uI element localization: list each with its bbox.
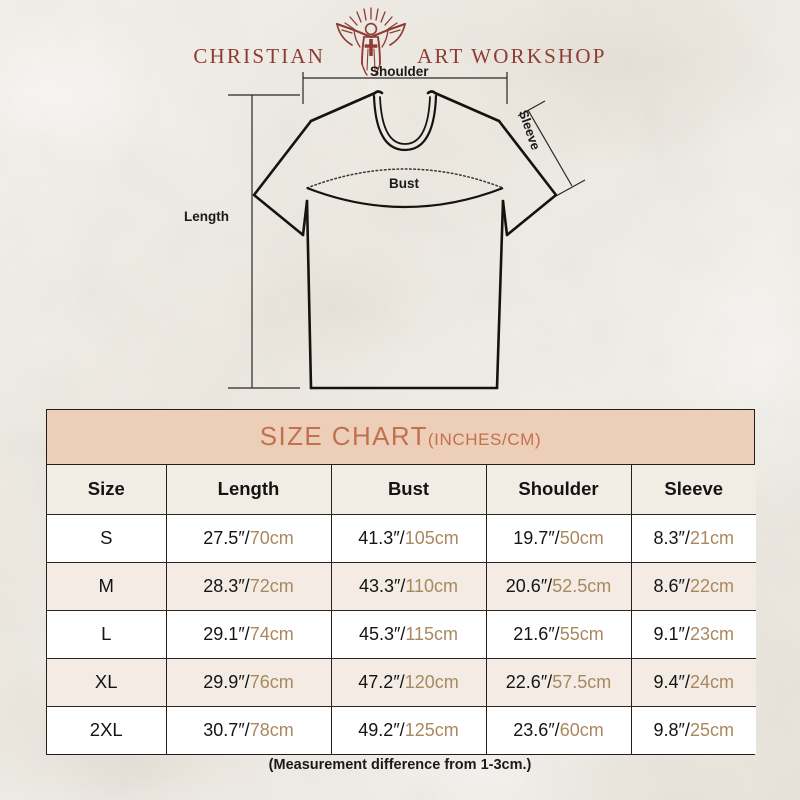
- cell-length: 27.5″/70cm: [166, 514, 332, 563]
- cell-shoulder: 22.6″/57.5cm: [486, 658, 632, 707]
- measurement-note: (Measurement difference from 1-3cm.): [268, 757, 532, 773]
- bust-measure-ellipse: [306, 168, 504, 209]
- value-cm: 76cm: [249, 671, 294, 692]
- column-header-length: Length: [166, 465, 332, 515]
- value-cm: 21cm: [689, 527, 734, 548]
- cell-sleeve: 9.8″/25cm: [631, 706, 756, 754]
- sleeve-dimension-line: [517, 100, 586, 197]
- brand-word-right: ART WORKSHOP: [417, 43, 607, 68]
- value-cm: 23cm: [689, 623, 734, 644]
- value-cm: 55cm: [559, 623, 604, 644]
- value-cm: 70cm: [249, 527, 294, 548]
- table-row: L 29.1″/74cm 45.3″/115cm 21.6″/55cm 9.1″…: [47, 610, 756, 659]
- value-inches: 8.6″/: [653, 575, 690, 596]
- cell-bust: 41.3″/105cm: [331, 514, 487, 563]
- label-length: Length: [184, 209, 229, 224]
- cell-length: 29.9″/76cm: [166, 658, 332, 707]
- value-inches: 49.2″/: [358, 719, 405, 740]
- table-row: S 27.5″/70cm 41.3″/105cm 19.7″/50cm 8.3″…: [47, 514, 756, 563]
- cell-length: 30.7″/78cm: [166, 706, 332, 754]
- value-cm: 74cm: [249, 623, 294, 644]
- value-inches: 28.3″/: [203, 575, 250, 596]
- value-cm: 24cm: [689, 671, 734, 692]
- cell-bust: 47.2″/120cm: [331, 658, 487, 707]
- column-header-shoulder: Shoulder: [486, 465, 632, 515]
- value-inches: 8.3″/: [653, 527, 690, 548]
- value-inches: 21.6″/: [513, 623, 560, 644]
- shoulder-dimension-line: [302, 72, 508, 104]
- table-row: 2XL 30.7″/78cm 49.2″/125cm 23.6″/60cm 9.…: [47, 706, 756, 754]
- value-cm: 125cm: [404, 719, 459, 740]
- size-chart-table: Size Length Bust Shoulder Sleeve S 27.5″…: [47, 465, 756, 754]
- label-shoulder: Shoulder: [370, 64, 429, 79]
- cell-length: 28.3″/72cm: [166, 562, 332, 611]
- value-cm: 52.5cm: [552, 575, 612, 596]
- brand-word-left: CHRISTIAN: [193, 43, 326, 68]
- cell-sleeve: 8.6″/22cm: [631, 562, 756, 611]
- label-bust: Bust: [389, 176, 419, 191]
- value-inches: 29.9″/: [203, 671, 250, 692]
- cell-bust: 49.2″/125cm: [331, 706, 487, 754]
- cell-size: 2XL: [47, 706, 167, 754]
- cell-shoulder: 23.6″/60cm: [486, 706, 632, 754]
- value-inches: 23.6″/: [513, 719, 560, 740]
- value-inches: 9.1″/: [653, 623, 690, 644]
- cell-shoulder: 21.6″/55cm: [486, 610, 632, 659]
- value-inches: 22.6″/: [505, 671, 553, 692]
- value-inches: 45.3″/: [358, 623, 406, 644]
- value-inches: 9.8″/: [653, 719, 690, 740]
- value-inches: 9.4″/: [653, 671, 690, 692]
- table-row: M 28.3″/72cm 43.3″/110cm 20.6″/52.5cm 8.…: [47, 562, 756, 611]
- value-cm: 78cm: [249, 719, 294, 740]
- tshirt-body-outline: [252, 90, 558, 390]
- column-header-sleeve: Sleeve: [631, 465, 756, 515]
- cell-size: XL: [47, 658, 167, 707]
- value-cm: 110cm: [405, 575, 459, 596]
- cell-shoulder: 20.6″/52.5cm: [486, 562, 632, 611]
- value-cm: 25cm: [689, 719, 734, 740]
- table-row: XL 29.9″/76cm 47.2″/120cm 22.6″/57.5cm 9…: [47, 658, 756, 707]
- value-cm: 120cm: [404, 671, 459, 692]
- cell-sleeve: 9.1″/23cm: [631, 610, 756, 659]
- value-cm: 115cm: [405, 623, 459, 644]
- size-chart-title: SIZE CHART(INCHES/CM): [47, 410, 754, 465]
- cell-length: 29.1″/74cm: [166, 610, 332, 659]
- value-cm: 105cm: [404, 527, 459, 548]
- brand-logo: CHRISTIAN: [0, 4, 800, 78]
- size-chart-title-units: (INCHES/CM): [427, 430, 542, 449]
- table-header-row: Size Length Bust Shoulder Sleeve: [47, 465, 756, 515]
- cell-sleeve: 9.4″/24cm: [631, 658, 756, 707]
- value-cm: 72cm: [249, 575, 294, 596]
- value-cm: 22cm: [689, 575, 734, 596]
- cell-bust: 43.3″/110cm: [331, 562, 487, 611]
- value-inches: 27.5″/: [203, 527, 250, 548]
- value-inches: 41.3″/: [358, 527, 405, 548]
- value-inches: 30.7″/: [203, 719, 250, 740]
- length-dimension-line: [228, 94, 300, 389]
- value-inches: 29.1″/: [203, 623, 250, 644]
- risen-christ-cross-icon: [336, 7, 407, 76]
- cell-size: S: [47, 514, 167, 563]
- cell-sleeve: 8.3″/21cm: [631, 514, 756, 563]
- value-inches: 20.6″/: [505, 575, 553, 596]
- tshirt-outline-icon: [228, 72, 586, 390]
- cell-shoulder: 19.7″/50cm: [486, 514, 632, 563]
- value-cm: 50cm: [559, 527, 604, 548]
- size-chart-table-container: SIZE CHART(INCHES/CM) Size Length Bust S…: [46, 409, 756, 755]
- cell-size: L: [47, 610, 167, 659]
- size-chart-title-main: SIZE CHART: [259, 421, 428, 451]
- cell-size: M: [47, 562, 167, 611]
- column-header-bust: Bust: [331, 465, 487, 515]
- collar-icon: [372, 94, 438, 152]
- cell-bust: 45.3″/115cm: [331, 610, 487, 659]
- value-cm: 57.5cm: [552, 671, 612, 692]
- value-inches: 47.2″/: [358, 671, 405, 692]
- value-inches: 19.7″/: [513, 527, 560, 548]
- value-cm: 60cm: [559, 719, 604, 740]
- column-header-size: Size: [47, 465, 167, 515]
- value-inches: 43.3″/: [358, 575, 406, 596]
